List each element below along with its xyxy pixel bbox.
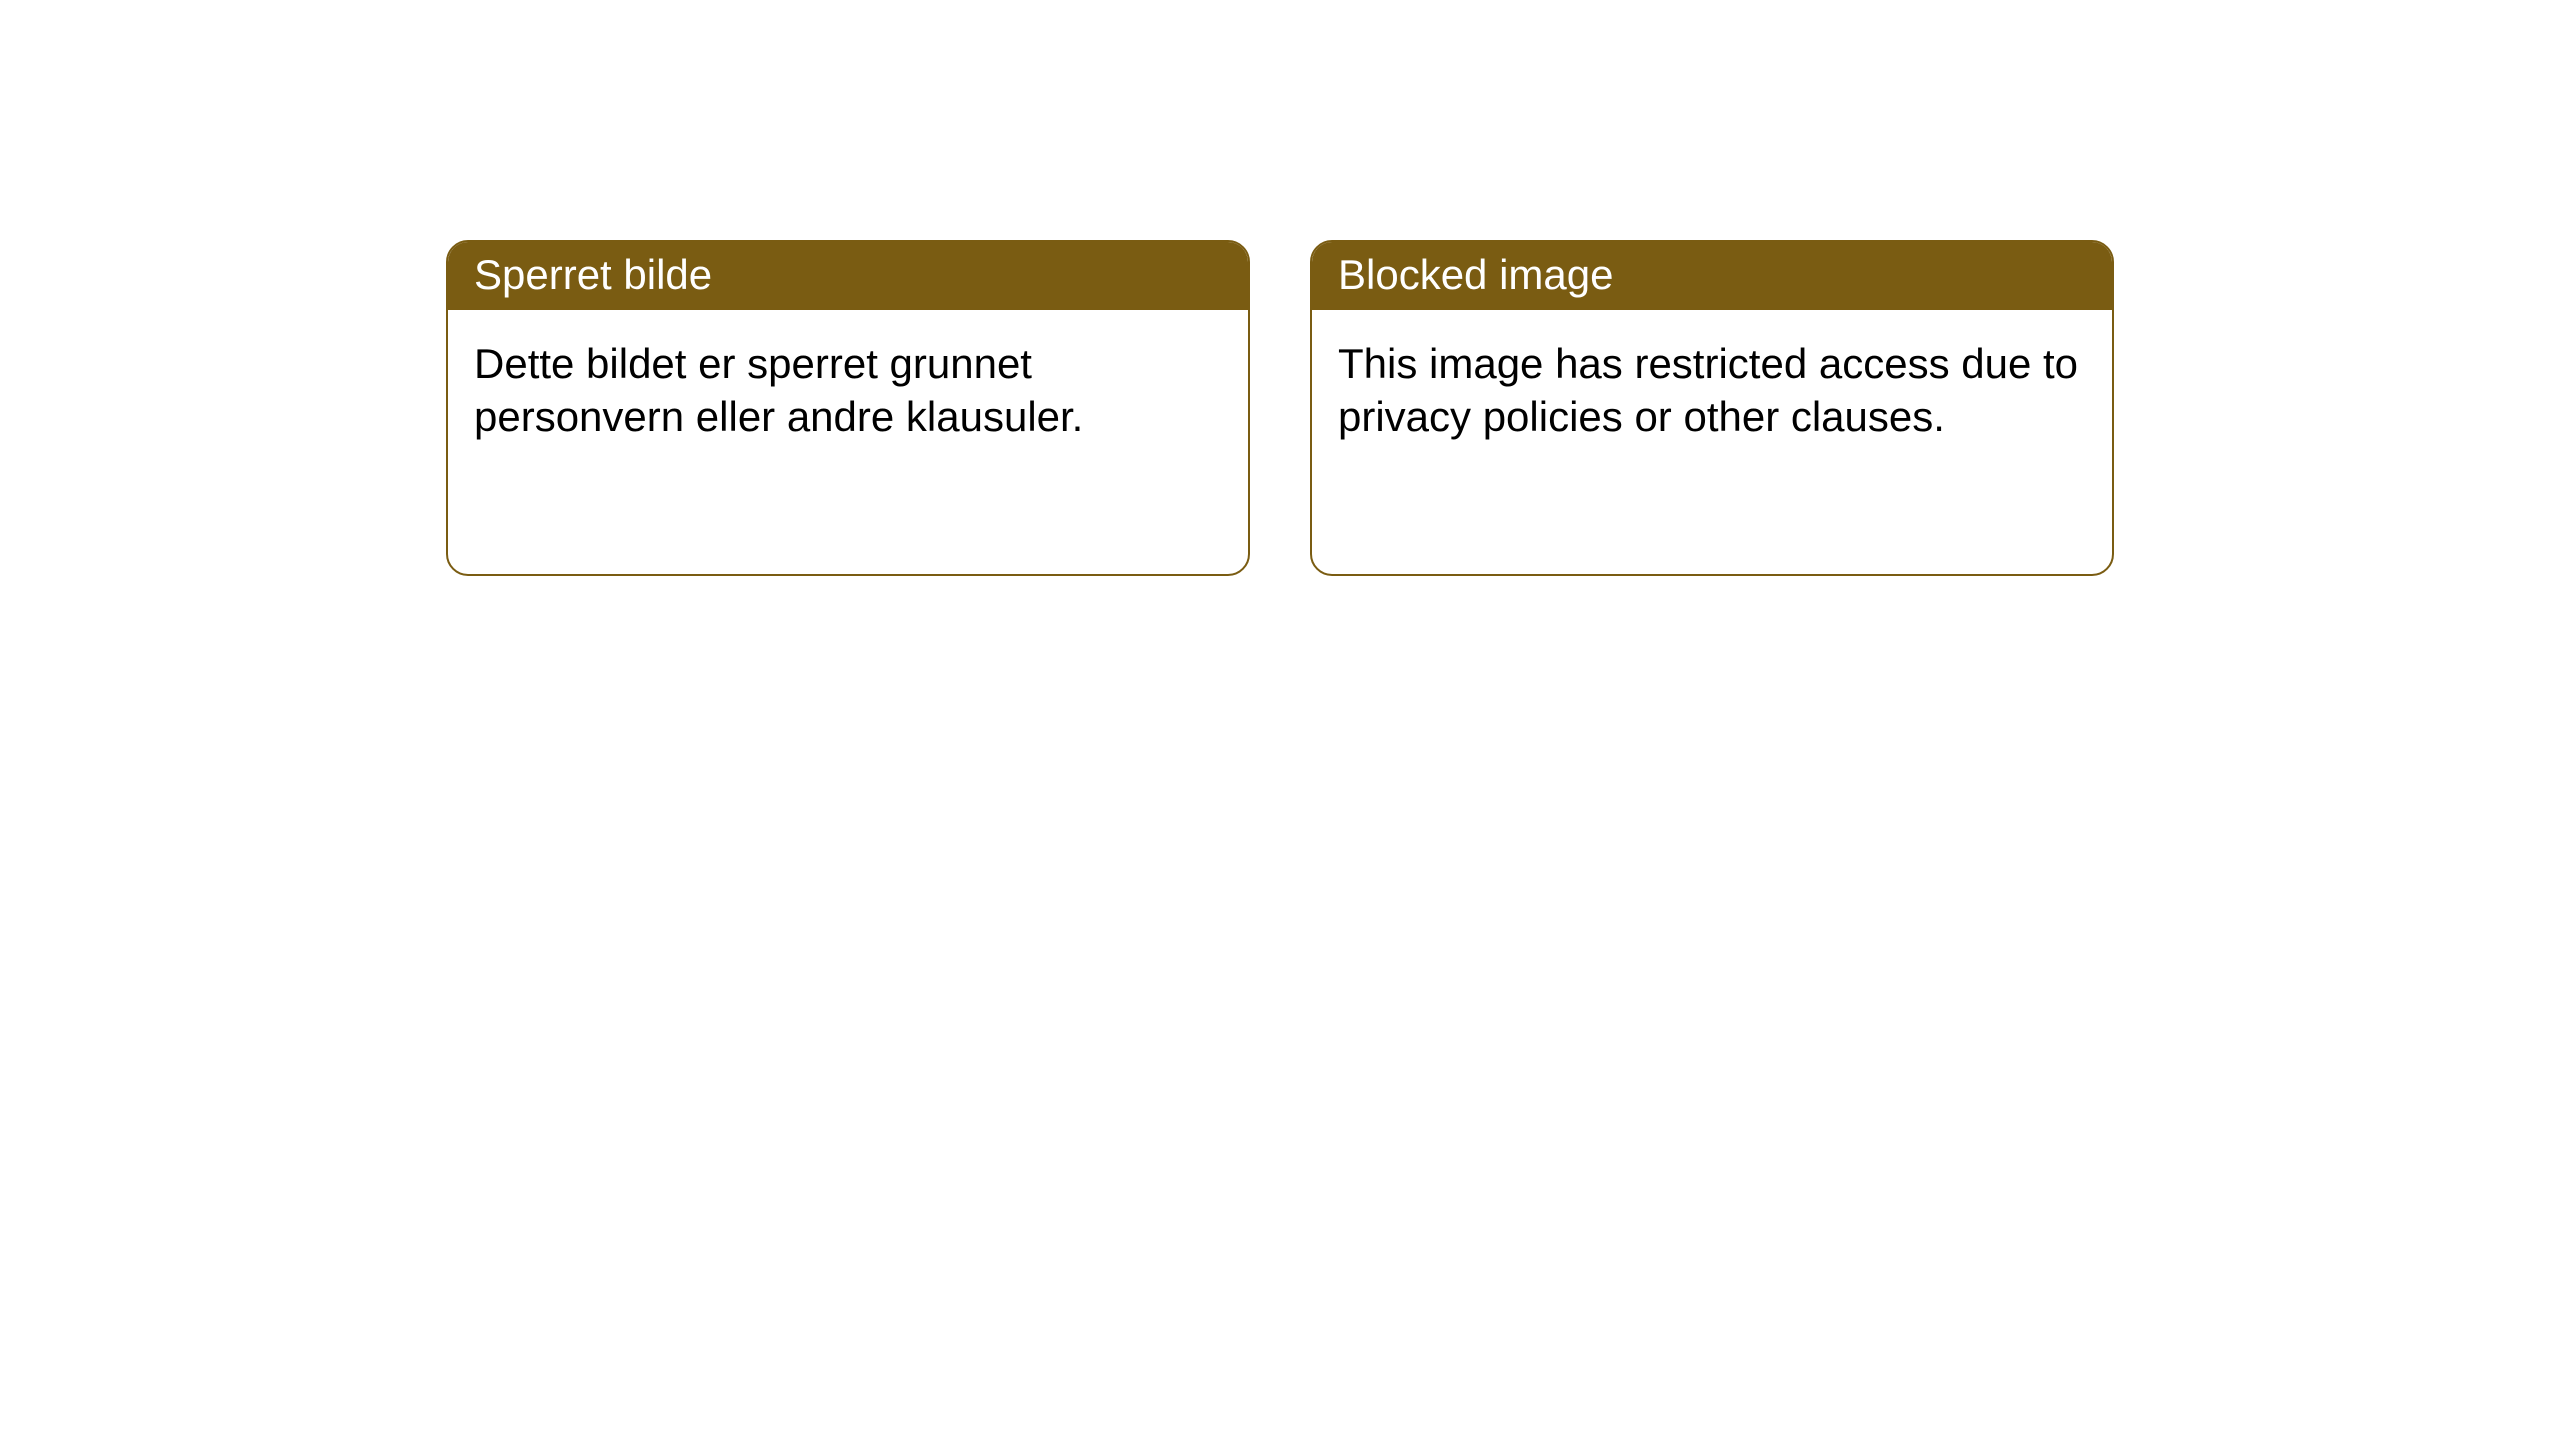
- card-body: Dette bildet er sperret grunnet personve…: [448, 310, 1248, 469]
- blocked-image-cards: Sperret bilde Dette bildet er sperret gr…: [446, 240, 2114, 1440]
- card-header: Sperret bilde: [448, 242, 1248, 310]
- card-body-text: This image has restricted access due to …: [1338, 340, 2078, 440]
- card-body-text: Dette bildet er sperret grunnet personve…: [474, 340, 1083, 440]
- card-title: Sperret bilde: [474, 251, 712, 298]
- card-blocked-english: Blocked image This image has restricted …: [1310, 240, 2114, 576]
- card-blocked-norwegian: Sperret bilde Dette bildet er sperret gr…: [446, 240, 1250, 576]
- card-body: This image has restricted access due to …: [1312, 310, 2112, 469]
- card-title: Blocked image: [1338, 251, 1613, 298]
- card-header: Blocked image: [1312, 242, 2112, 310]
